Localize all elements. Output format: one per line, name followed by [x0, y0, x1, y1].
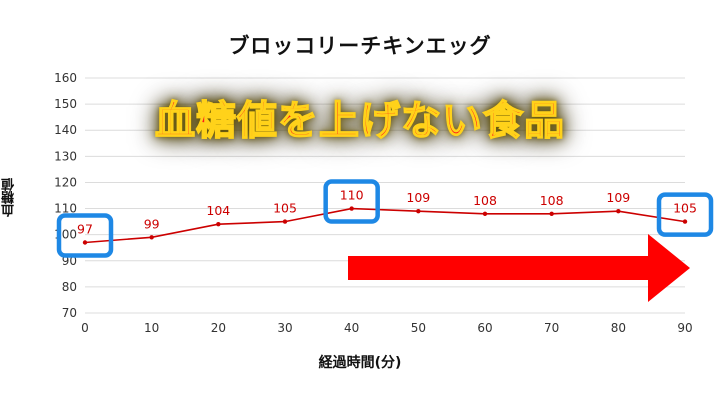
x-tick-label: 50 [411, 321, 426, 335]
y-tick-label: 80 [62, 280, 77, 294]
data-point [149, 235, 154, 240]
x-tick-label: 90 [677, 321, 692, 335]
data-point [549, 211, 554, 216]
highlight-box [56, 213, 114, 258]
highlight-box [656, 192, 714, 237]
data-label: 108 [540, 193, 564, 208]
data-label: 97 [77, 222, 93, 237]
y-axis-label: 血糖値 [2, 178, 17, 217]
x-axis-label: 経過時間(分) [318, 355, 402, 371]
data-label: 99 [144, 216, 160, 231]
y-tick-label: 130 [54, 149, 77, 163]
y-tick-label: 110 [54, 202, 77, 216]
series-line [84, 207, 686, 244]
y-tick-label: 120 [54, 175, 77, 189]
x-tick-label: 60 [477, 321, 492, 335]
right-arrow-icon [348, 234, 690, 302]
data-point [616, 208, 621, 214]
x-tick-label: 20 [211, 321, 226, 335]
y-tick-label: 160 [54, 71, 77, 85]
data-label: 108 [473, 193, 497, 208]
data-label: 105 [273, 201, 297, 216]
overlay-banner: 血糖値を上げない食品 [154, 96, 565, 145]
data-label: 110 [340, 188, 364, 203]
y-tick-label: 140 [54, 123, 77, 137]
data-point [282, 219, 288, 224]
data-label: 104 [206, 203, 230, 218]
x-tick-label: 30 [277, 321, 292, 335]
x-tick-label: 10 [144, 321, 159, 335]
data-point [682, 219, 688, 224]
chart-title: ブロッコリーチキンエッグ [228, 34, 492, 58]
data-point [216, 222, 221, 227]
data-point [416, 208, 421, 214]
data-point [349, 206, 354, 211]
data-point [482, 211, 488, 216]
highlight-box [323, 179, 380, 224]
data-label: 105 [673, 201, 697, 216]
data-label: 109 [606, 190, 630, 205]
data-point [82, 240, 88, 245]
x-tick-label: 70 [544, 321, 559, 335]
data-label: 109 [406, 190, 430, 205]
y-tick-label: 70 [62, 306, 77, 320]
x-tick-label: 80 [611, 321, 626, 335]
x-tick-label: 40 [344, 321, 359, 335]
x-tick-label: 0 [81, 321, 89, 335]
y-tick-label: 150 [54, 97, 77, 111]
